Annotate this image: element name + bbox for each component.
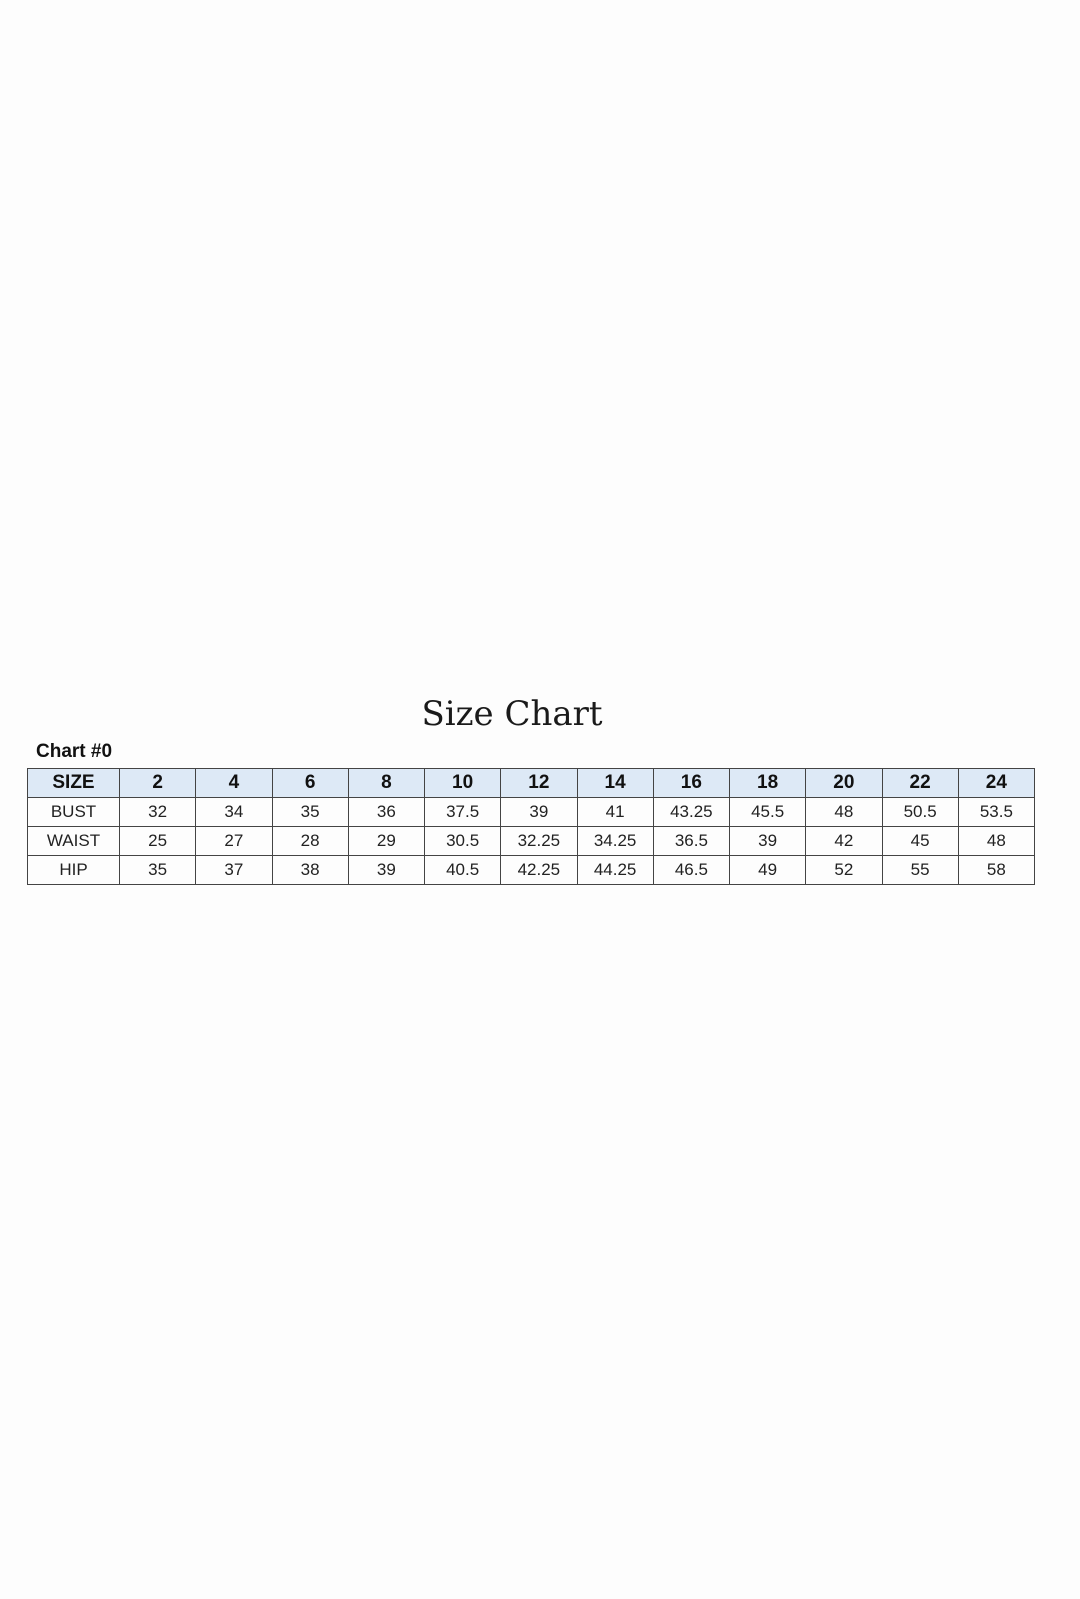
table-row: BUST 32 34 35 36 37.5 39 41 43.25 45.5 48 50.5 53.5 [27, 797, 1036, 827]
table-cell: 37 [195, 855, 273, 885]
table-cell: 41 [576, 797, 654, 827]
table-cell: 35 [271, 797, 349, 827]
header-cell: 20 [805, 768, 883, 798]
table-cell: 32 [118, 797, 197, 827]
header-cell-size: SIZE [27, 768, 120, 798]
table-cell: 29 [347, 826, 426, 856]
table-cell: 36 [347, 797, 426, 827]
header-cell: 6 [271, 768, 349, 798]
table-cell: 42 [805, 826, 883, 856]
table-cell: 25 [118, 826, 197, 856]
header-cell: 16 [652, 768, 731, 798]
table-cell: 48 [805, 797, 883, 827]
header-cell: 12 [500, 768, 578, 798]
table-cell: 39 [347, 855, 426, 885]
table-cell: 34.25 [576, 826, 654, 856]
table-cell: 45 [881, 826, 959, 856]
table-row: WAIST 25 27 28 29 30.5 32.25 34.25 36.5 39 42 45 48 [27, 826, 1036, 856]
table-cell: 38 [271, 855, 349, 885]
table-cell: 45.5 [728, 797, 807, 827]
table-cell: 46.5 [652, 855, 731, 885]
header-cell: 18 [728, 768, 807, 798]
table-cell: 34 [195, 797, 273, 827]
header-cell: 14 [576, 768, 654, 798]
table-cell: 36.5 [652, 826, 731, 856]
table-cell: 44.25 [576, 855, 654, 885]
header-cell: 10 [423, 768, 502, 798]
header-cell: 8 [347, 768, 426, 798]
table-cell: 28 [271, 826, 349, 856]
size-chart-table: SIZE 2 4 6 8 10 12 14 16 18 20 22 24 BUST 32 34 35 36 37.… [27, 768, 1036, 885]
table-cell: 58 [957, 855, 1036, 885]
table-cell: 35 [118, 855, 197, 885]
table-cell: 43.25 [652, 797, 731, 827]
table-cell: 39 [728, 826, 807, 856]
header-cell: 24 [957, 768, 1036, 798]
header-cell: 22 [881, 768, 959, 798]
row-label: HIP [27, 855, 120, 885]
table-cell: 32.25 [500, 826, 578, 856]
table-cell: 37.5 [423, 797, 502, 827]
table-cell: 39 [500, 797, 578, 827]
page-title: Size Chart [421, 694, 603, 734]
table-cell: 40.5 [423, 855, 502, 885]
table-cell: 27 [195, 826, 273, 856]
header-row: SIZE 2 4 6 8 10 12 14 16 18 20 22 24 [27, 768, 1036, 798]
header-cell: 4 [195, 768, 273, 798]
table-row: HIP 35 37 38 39 40.5 42.25 44.25 46.5 49 52 55 58 [27, 855, 1036, 885]
table-cell: 49 [728, 855, 807, 885]
chart-label: Chart #0 [36, 741, 113, 762]
row-label: WAIST [27, 826, 120, 856]
table-cell: 30.5 [423, 826, 502, 856]
table-cell: 50.5 [881, 797, 959, 827]
table-cell: 52 [805, 855, 883, 885]
header-cell: 2 [118, 768, 197, 798]
table-cell: 42.25 [500, 855, 578, 885]
table-cell: 55 [881, 855, 959, 885]
table-cell: 53.5 [957, 797, 1036, 827]
row-label: BUST [27, 797, 120, 827]
table-cell: 48 [957, 826, 1036, 856]
